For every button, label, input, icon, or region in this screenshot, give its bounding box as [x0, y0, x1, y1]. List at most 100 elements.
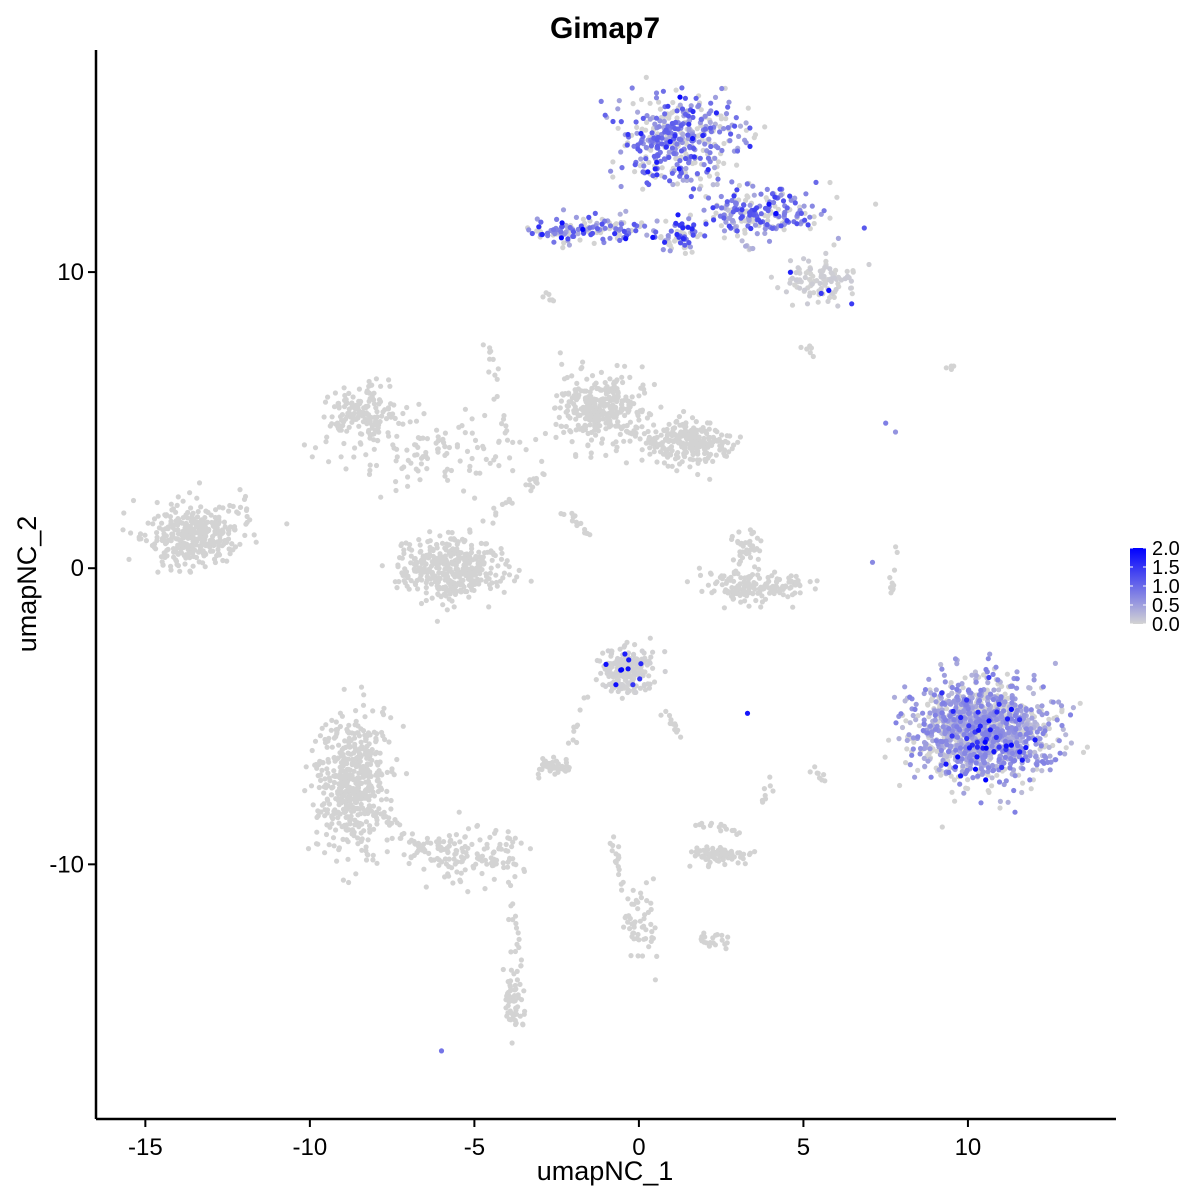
cell-point: [357, 820, 363, 827]
cell-point: [643, 936, 649, 942]
cell-point: [351, 735, 358, 741]
cell-point: [501, 570, 507, 576]
cell-point: [336, 820, 342, 826]
cell-point: [722, 589, 728, 595]
cell-point: [435, 842, 441, 849]
cell-point: [310, 802, 316, 808]
cell-point: [627, 674, 634, 680]
cell-point: [1026, 735, 1032, 741]
cell-point: [611, 834, 617, 840]
cell-point: [504, 437, 511, 443]
cell-point: [1029, 715, 1035, 721]
cell-point: [388, 401, 394, 407]
cell-point: [506, 572, 513, 578]
cell-point: [308, 783, 315, 789]
cell-point: [527, 846, 534, 852]
cell-point: [1042, 728, 1048, 734]
cell-point: [588, 398, 595, 404]
cell-point: [352, 741, 358, 747]
cell-point: [624, 429, 631, 435]
cell-point: [666, 115, 672, 121]
cell-point: [693, 427, 699, 433]
cell-point: [902, 698, 908, 704]
cell-point: [326, 801, 333, 807]
cell-point: [599, 440, 605, 446]
cell-point: [469, 430, 475, 436]
cell-point: [693, 434, 700, 440]
cell-point: [499, 550, 505, 556]
cell-point: [357, 398, 363, 404]
cell-point: [673, 419, 679, 425]
cell-point: [594, 657, 600, 664]
cell-point: [706, 136, 712, 142]
cell-point: [665, 463, 671, 469]
cell-point: [1040, 684, 1046, 690]
cell-point: [644, 113, 650, 119]
cell-point: [985, 769, 991, 775]
cell-point: [419, 560, 425, 567]
cell-point: [722, 861, 728, 868]
cell-point: [371, 826, 377, 832]
cell-point: [737, 123, 744, 129]
cell-point: [508, 903, 514, 909]
cell-point: [335, 798, 342, 804]
cell-point: [443, 547, 449, 553]
cell-point: [349, 400, 355, 406]
cell-point: [194, 495, 200, 501]
cell-point: [454, 442, 460, 448]
cell-point: [746, 217, 752, 223]
cell-point: [593, 380, 599, 386]
cell-point: [892, 429, 899, 435]
cell-point: [643, 127, 649, 133]
cell-point: [1037, 736, 1043, 742]
cell-point: [322, 850, 328, 856]
cell-point: [812, 764, 818, 770]
cell-point: [960, 685, 966, 691]
plot-title: Gimap7: [550, 12, 660, 45]
cell-point: [174, 502, 180, 508]
cell-point: [349, 404, 355, 410]
cell-point: [424, 466, 430, 472]
cell-point: [185, 515, 191, 521]
cell-point: [795, 578, 801, 584]
cell-point: [866, 261, 872, 268]
cell-point: [1038, 743, 1044, 749]
cell-point: [451, 856, 457, 862]
cell-point: [469, 455, 475, 462]
cell-point: [405, 573, 411, 579]
cell-point: [619, 695, 625, 701]
cell-point: [921, 755, 927, 762]
cell-point: [335, 809, 341, 816]
cell-point: [422, 849, 428, 855]
cell-point: [814, 578, 820, 584]
cell-point: [641, 658, 648, 664]
cell-point: [316, 784, 322, 791]
cell-point: [798, 344, 804, 350]
cell-point: [619, 374, 625, 380]
cell-point: [448, 536, 454, 542]
cell-point: [665, 233, 671, 239]
cell-point: [426, 850, 432, 857]
cell-point: [459, 423, 465, 429]
cell-point: [687, 464, 693, 470]
cell-point: [614, 362, 620, 369]
cell-point: [476, 549, 482, 555]
cell-point: [742, 598, 748, 604]
cell-point: [499, 421, 505, 427]
cell-point: [723, 946, 729, 952]
cell-point: [149, 542, 155, 549]
cell-point: [461, 539, 467, 545]
cell-point: [510, 468, 516, 474]
cell-point: [721, 160, 727, 166]
cell-point: [347, 818, 353, 824]
cell-point: [478, 540, 484, 547]
cell-point: [629, 394, 635, 400]
cell-point: [615, 125, 621, 131]
cell-point: [516, 936, 522, 943]
cell-point: [190, 563, 196, 569]
cell-point: [510, 1011, 516, 1017]
cell-point: [332, 390, 338, 396]
cell-point: [358, 796, 364, 802]
cell-point: [369, 757, 375, 763]
cell-point: [208, 512, 214, 518]
